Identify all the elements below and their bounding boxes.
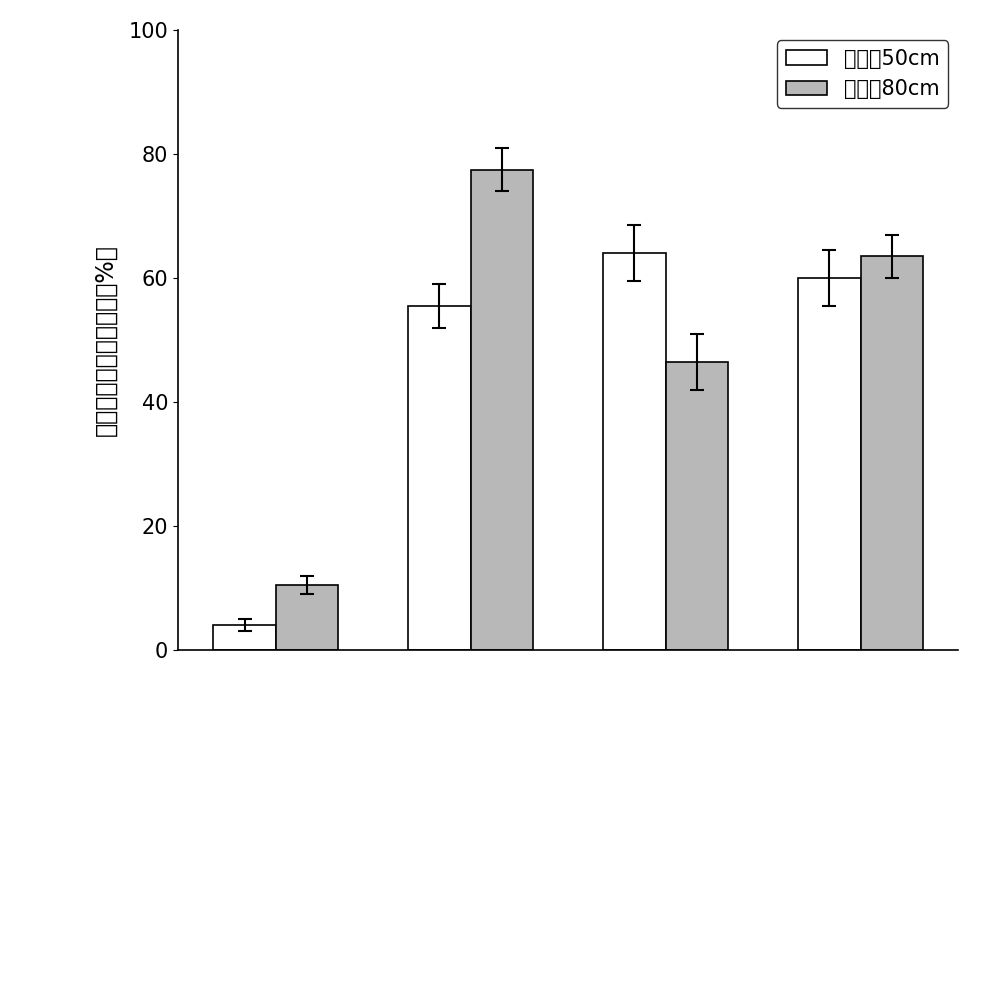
Y-axis label: 盐地碱蓬植被覆盖度／（%）: 盐地碱蓬植被覆盖度／（%）: [93, 244, 118, 436]
Bar: [666, 362, 728, 650]
Bar: [604, 253, 666, 650]
Bar: [470, 169, 533, 650]
Legend: 土垄宽50cm, 土垄宽80cm: 土垄宽50cm, 土垄宽80cm: [778, 40, 947, 107]
Bar: [798, 278, 861, 650]
Bar: [408, 306, 470, 650]
Bar: [276, 585, 338, 650]
Bar: [861, 256, 923, 650]
Bar: [213, 625, 276, 650]
